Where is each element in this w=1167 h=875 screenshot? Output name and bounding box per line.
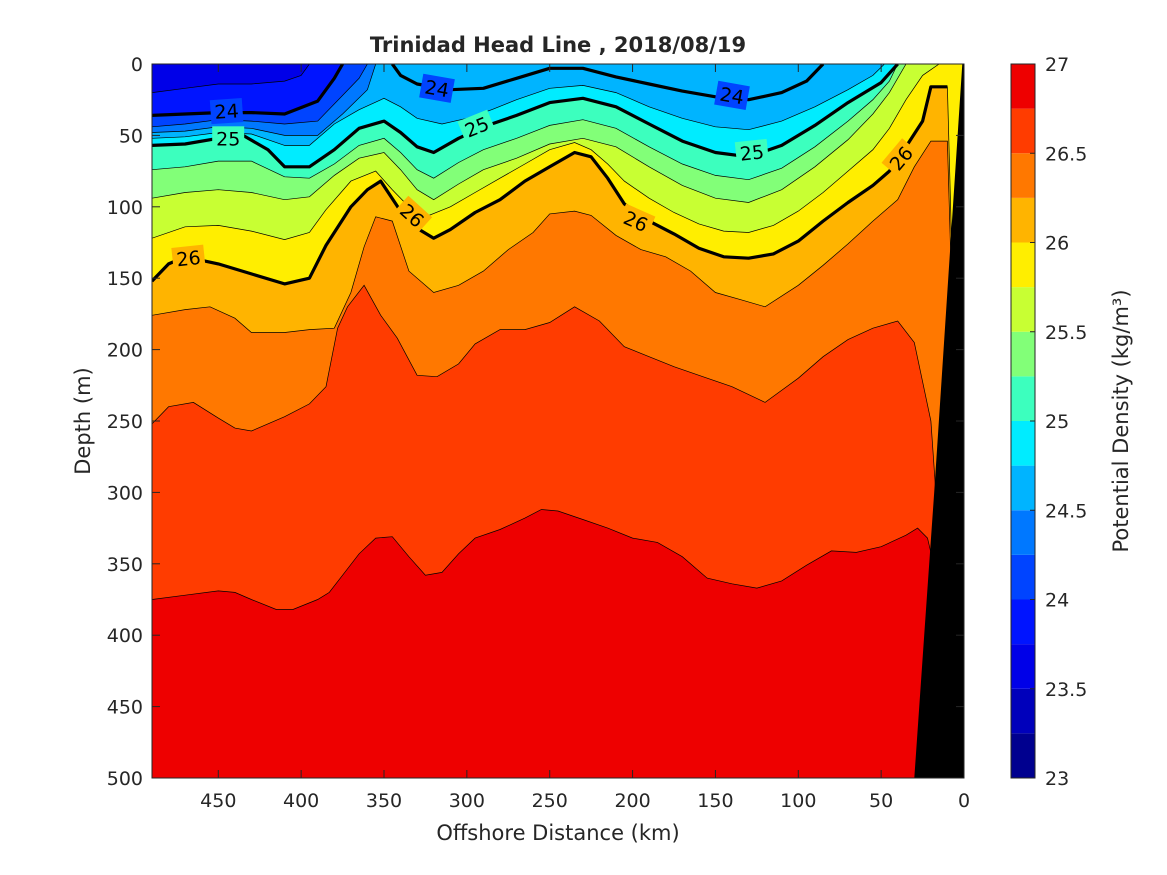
colorbar-swatch xyxy=(1011,733,1035,778)
contour-label-bg xyxy=(419,73,455,103)
colorbar-swatch xyxy=(1011,376,1035,421)
colorbar: 23 23.5 24 24.5 25 25.5 26 26.5 27 xyxy=(1010,54,1087,790)
colorbar-swatch xyxy=(1011,153,1035,198)
contour-band-26-75 xyxy=(152,509,964,778)
contour-label-bg xyxy=(212,126,245,151)
contour-label-24: 24 xyxy=(209,98,244,125)
contour-label-text: 25 xyxy=(216,128,240,150)
colorbar-swatch xyxy=(1011,108,1035,154)
x-tick-label: 250 xyxy=(532,790,568,812)
y-tick-label: 300 xyxy=(107,482,143,504)
y-axis-label: Depth (m) xyxy=(71,367,95,474)
colorbar-tick-label: 27 xyxy=(1045,54,1069,76)
y-tick-label: 150 xyxy=(107,268,143,290)
colorbar-tick-label: 26 xyxy=(1045,233,1069,255)
contour-label-bg xyxy=(171,244,206,272)
colorbar-swatch xyxy=(1011,554,1035,600)
colorbar-swatch xyxy=(1011,242,1035,288)
contour-label-24: 24 xyxy=(419,73,455,103)
y-axis: 0 50 100 150 200 250 300 350 400 450 500 xyxy=(107,54,964,790)
x-tick-label: 350 xyxy=(366,790,402,812)
y-tick-label: 450 xyxy=(107,697,143,719)
x-tick-label: 0 xyxy=(958,790,970,812)
bathymetry-mask xyxy=(914,64,964,778)
colorbar-tick-label: 23.5 xyxy=(1045,679,1087,701)
contour-label-24: 24 xyxy=(714,80,750,110)
contour-label-bg xyxy=(616,203,656,239)
y-tick-label: 250 xyxy=(107,411,143,433)
colorbar-swatch xyxy=(1011,331,1035,377)
y-tick-label: 0 xyxy=(131,54,143,76)
colorbar-swatch xyxy=(1011,465,1035,511)
x-axis-label: Offshore Distance (km) xyxy=(436,821,679,845)
contour-label-25: 25 xyxy=(734,138,770,167)
contour-line-26 xyxy=(152,85,948,286)
y-tick-label: 400 xyxy=(107,625,143,647)
colorbar-tick-label: 23 xyxy=(1045,768,1069,790)
y-tick-label: 500 xyxy=(107,768,143,790)
colorbar-swatch xyxy=(1011,421,1035,466)
colorbar-tick-label: 26.5 xyxy=(1045,143,1087,165)
contour-label-text: 26 xyxy=(175,247,201,271)
colorbar-tick-label: 25.5 xyxy=(1045,322,1087,344)
y-tick-label: 350 xyxy=(107,554,143,576)
colorbar-swatch xyxy=(1011,644,1035,689)
x-tick-label: 200 xyxy=(614,790,650,812)
contour-label-bg xyxy=(209,98,244,125)
contour-label-text: 24 xyxy=(718,83,746,109)
y-tick-label: 100 xyxy=(107,197,143,219)
colorbar-tick-label: 24 xyxy=(1045,590,1069,612)
contour-line-24 xyxy=(152,64,344,117)
colorbar-swatch xyxy=(1011,510,1035,555)
colorbar-swatch xyxy=(1011,688,1035,734)
colorbar-label: Potential Density (kg/m³) xyxy=(1109,289,1133,552)
x-tick-label: 400 xyxy=(283,790,319,812)
colorbar-swatch xyxy=(1011,64,1035,109)
contour-label-bg xyxy=(457,109,497,144)
contour-label-text: 24 xyxy=(214,100,240,124)
colorbar-swatch xyxy=(1011,599,1035,645)
y-tick-label: 200 xyxy=(107,340,143,362)
x-tick-label: 300 xyxy=(449,790,485,812)
x-tick-label: 150 xyxy=(697,790,733,812)
colorbar-swatch xyxy=(1011,287,1035,332)
contour-label-bg xyxy=(881,138,921,179)
contour-label-25: 25 xyxy=(212,126,245,151)
chart-title: Trinidad Head Line , 2018/08/19 xyxy=(370,33,746,57)
x-axis: 450 400 350 300 250 200 150 100 50 0 xyxy=(200,64,970,812)
contour-label-bg xyxy=(714,80,750,110)
contour-label-bg xyxy=(392,195,433,236)
x-tick-label: 450 xyxy=(200,790,236,812)
contour-label-26: 26 xyxy=(171,244,206,272)
colorbar-tick-label: 25 xyxy=(1045,411,1069,433)
contour-label-text: 25 xyxy=(739,141,765,165)
colorbar-tick-label: 24.5 xyxy=(1045,500,1087,522)
colorbar-swatch xyxy=(1011,197,1035,243)
x-tick-label: 100 xyxy=(780,790,816,812)
contour-label-bg xyxy=(734,138,770,167)
y-tick-label: 50 xyxy=(119,125,143,147)
contour-label-text: 24 xyxy=(423,76,451,102)
x-tick-label: 50 xyxy=(869,790,893,812)
